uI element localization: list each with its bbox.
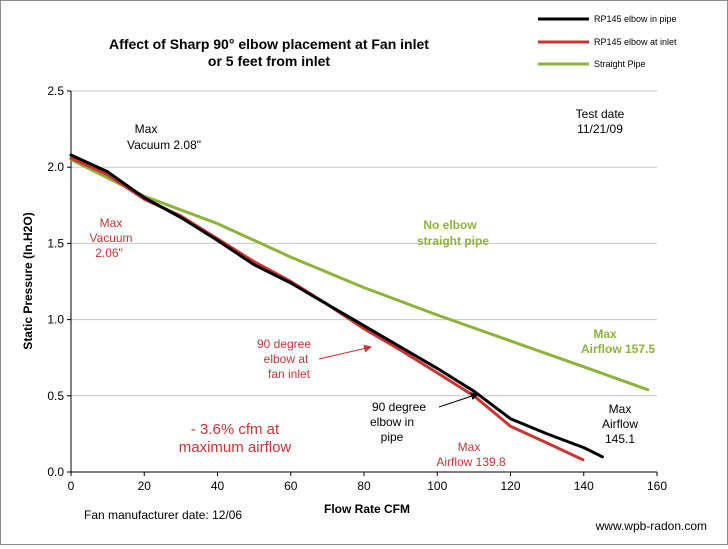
legend-label-straight-pipe: Straight Pipe: [594, 59, 646, 69]
elbow-in-pipe-line-3: pipe: [381, 430, 404, 444]
x-tick-label: 100: [427, 479, 447, 493]
website-credit: www.wpb-radon.com: [595, 519, 707, 533]
series-lines: [69, 153, 650, 462]
x-tick-label: 120: [500, 479, 520, 493]
elbow-at-inlet-line-1: 90 degree: [257, 337, 311, 351]
y-tick-label: 2.5: [47, 84, 64, 98]
x-axis-label: Flow Rate CFM: [324, 502, 410, 516]
x-tick-label: 0: [68, 479, 75, 493]
legend: RP145 elbow in pipe RP145 elbow at inlet…: [538, 14, 677, 69]
max-airflow-black-line-3: 145.1: [605, 432, 635, 446]
x-tick-label: 160: [647, 479, 667, 493]
grid-lines: [71, 90, 657, 397]
test-date-label: Test date: [576, 107, 625, 121]
no-elbow-label-line-2: straight pipe: [417, 234, 489, 248]
y-tick-labels: 0.0 0.5 1.0 1.5 2.0 2.5: [47, 84, 64, 479]
max-airflow-black-line-2: Airflow: [602, 417, 638, 431]
max-vacuum-black-line-2: Vacuum 2.08": [127, 138, 201, 152]
max-airflow-green-line-2: Airflow 157.5: [581, 342, 655, 356]
x-tick-label: 60: [284, 479, 298, 493]
y-tick-label: 1.0: [47, 313, 64, 327]
y-axis-label: Static Pressure (In.H2O): [21, 212, 35, 349]
y-tick-label: 1.5: [47, 236, 64, 250]
series-line-elbow-in-pipe: [69, 153, 604, 459]
cfm-drop-line-2: maximum airflow: [179, 439, 292, 456]
test-date-value: 11/21/09: [577, 122, 623, 136]
max-vacuum-red-line-2: Vacuum: [89, 231, 132, 245]
x-tick-label: 20: [138, 479, 152, 493]
elbow-at-inlet-line-3: fan inlet: [268, 367, 311, 381]
elbow-in-pipe-line-1: 90 degree: [372, 400, 426, 414]
max-airflow-red-line-2: Airflow 139.8: [436, 455, 506, 469]
max-airflow-green-line-1: Max: [593, 327, 617, 341]
series-line-straight-pipe: [69, 158, 650, 392]
elbow-at-inlet-line-2: elbow at: [264, 352, 309, 366]
max-vacuum-black-line-1: Max: [135, 122, 158, 136]
x-tick-label: 40: [211, 479, 225, 493]
no-elbow-label-line-1: No elbow: [423, 218, 477, 232]
legend-label-elbow-in-pipe: RP145 elbow in pipe: [594, 14, 677, 24]
x-tick-label: 140: [574, 479, 594, 493]
y-tick-label: 0.5: [47, 389, 64, 403]
max-airflow-black-line-1: Max: [609, 402, 632, 416]
chart-title-line-1: Affect of Sharp 90° elbow placement at F…: [109, 36, 429, 52]
legend-label-elbow-at-inlet: RP145 elbow at inlet: [594, 37, 677, 47]
chart-title-line-2: or 5 feet from inlet: [208, 53, 330, 69]
elbow-in-pipe-line-2: elbow in: [370, 415, 414, 429]
cfm-drop-line-1: - 3.6% cfm at: [191, 421, 280, 438]
y-tick-label: 2.0: [47, 160, 64, 174]
max-vacuum-red-line-1: Max: [100, 216, 123, 230]
max-airflow-red-line-1: Max: [458, 440, 481, 454]
x-tick-label: 80: [357, 479, 371, 493]
manufacturer-date: Fan manufacturer date: 12/06: [84, 508, 242, 522]
arrow-to-elbow-at-inlet: [318, 344, 372, 360]
annotation-arrows: [318, 344, 479, 408]
y-tick-label: 0.0: [47, 465, 64, 479]
arrow-to-elbow-in-pipe: [438, 392, 479, 408]
max-vacuum-red-line-3: 2.06": [95, 246, 123, 260]
x-tick-labels: 0 20 40 60 80 100 120 140 160: [68, 479, 668, 493]
